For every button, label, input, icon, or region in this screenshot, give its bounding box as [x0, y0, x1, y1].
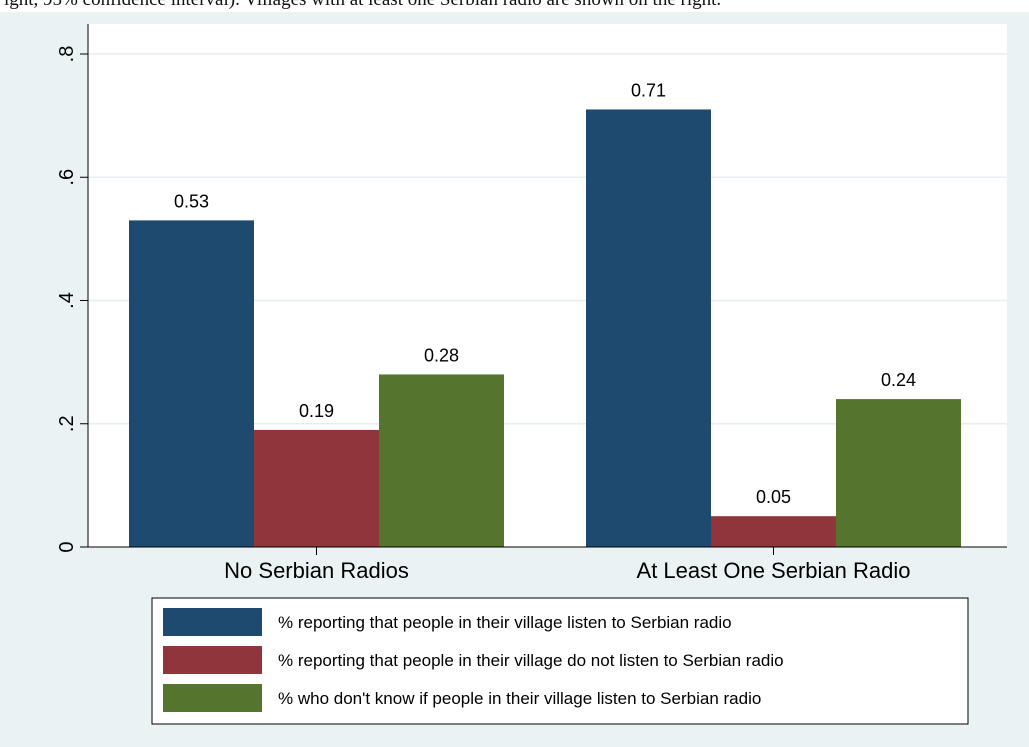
- y-axis-ticks: 0 .2 .4 .6 .8: [56, 46, 88, 553]
- data-label: 0.71: [631, 80, 666, 100]
- bar: [586, 109, 711, 548]
- legend-label: % reporting that people in their village…: [278, 613, 732, 632]
- legend-box: [151, 597, 969, 725]
- value-labels: 0.53 0.19 0.28 0.71 0.05 0.24: [174, 80, 916, 507]
- bar: [129, 220, 254, 547]
- bar: [379, 374, 504, 547]
- data-label: 0.53: [174, 191, 209, 211]
- bar: [711, 516, 836, 547]
- bar: [836, 399, 961, 547]
- legend-label: % reporting that people in their village…: [278, 651, 784, 670]
- y-tick-label: .4: [56, 292, 78, 309]
- legend-swatch: [163, 684, 262, 712]
- y-tick-label: .8: [56, 46, 78, 63]
- legend-swatch: [163, 608, 262, 636]
- bars: [129, 109, 961, 548]
- data-label: 0.19: [299, 401, 334, 421]
- x-category-label: At Least One Serbian Radio: [637, 558, 911, 583]
- bar-chart: 0.53 0.19 0.28 0.71 0.05 0.24 0 .2 .4 .6 .8 No Se…: [56, 24, 1007, 725]
- data-label: 0.24: [881, 370, 916, 390]
- x-category-label: No Serbian Radios: [224, 558, 409, 583]
- legend: % reporting that people in their village…: [151, 597, 969, 725]
- legend-swatch: [163, 646, 262, 674]
- y-tick-label: .2: [56, 415, 78, 432]
- caption-text: ight, 95% confidence interval). Villages…: [4, 0, 721, 11]
- x-axis-categories: No Serbian Radios At Least One Serbian Ra…: [224, 547, 910, 583]
- y-tick-label: .6: [56, 169, 78, 186]
- data-label: 0.05: [756, 487, 791, 507]
- data-label: 0.28: [424, 345, 459, 365]
- legend-label: % who don't know if people in their vill…: [278, 689, 761, 708]
- y-tick-label: 0: [56, 541, 78, 552]
- bar: [254, 429, 379, 547]
- caption-fragment: ight, 95% confidence interval). Villages…: [0, 0, 1029, 12]
